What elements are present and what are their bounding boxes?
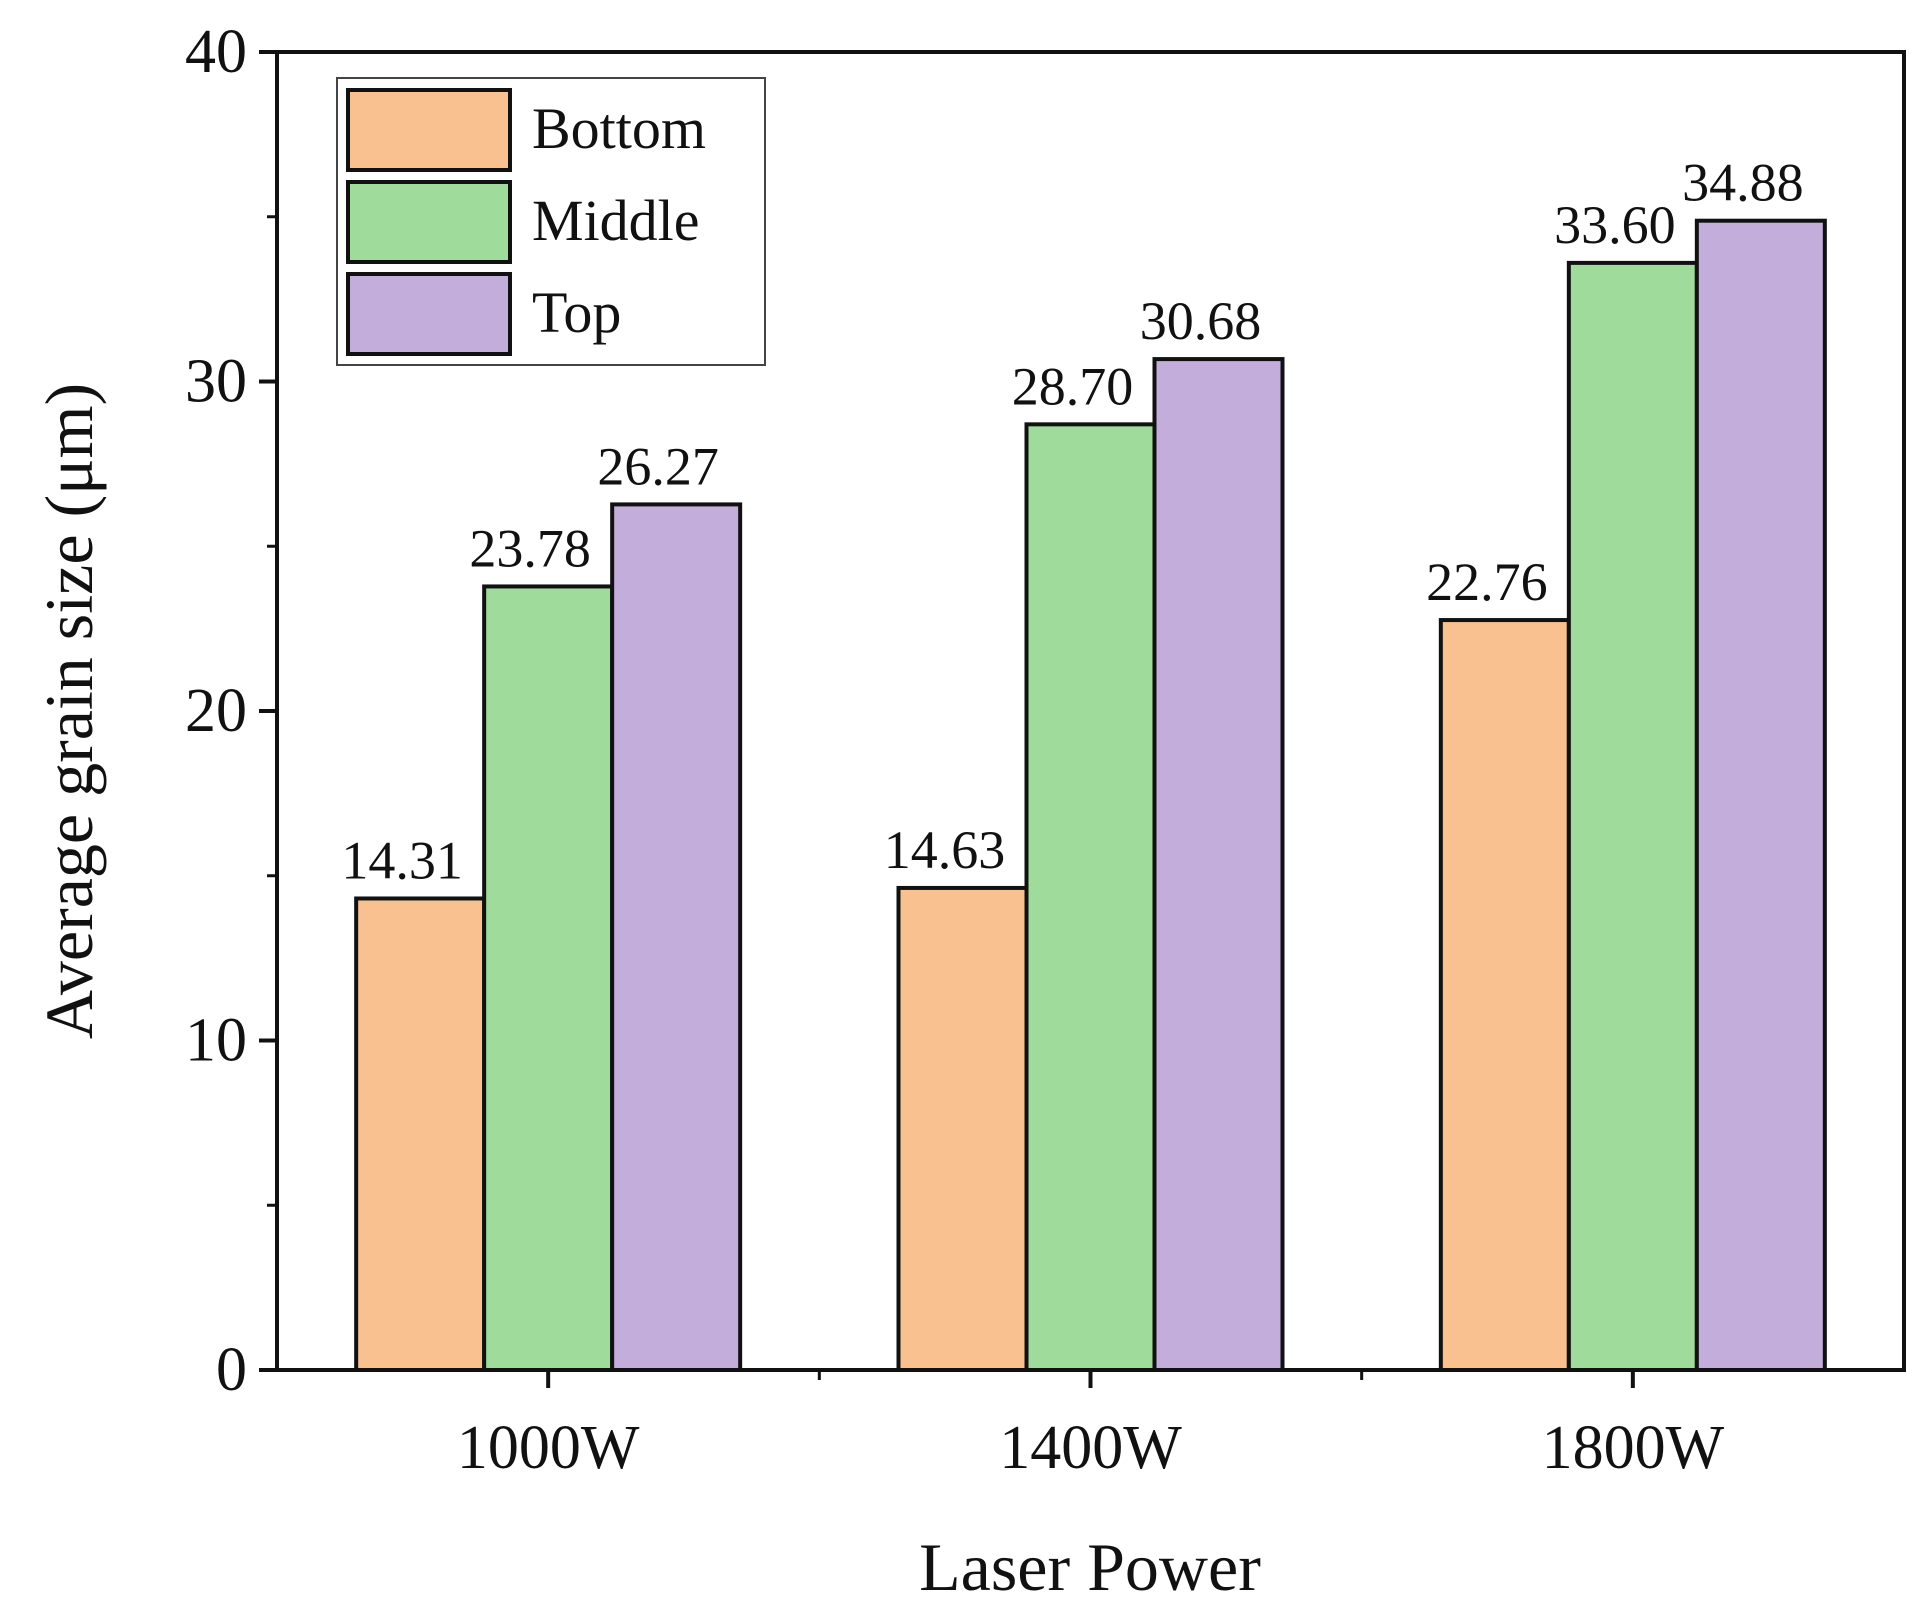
y-tick-label: 30	[185, 348, 247, 416]
y-tick-label: 40	[185, 18, 247, 86]
axis-ticks: 0 10 20 30 40 1000W 1400W 1800W	[185, 18, 1725, 1482]
legend-swatch-top	[346, 272, 512, 356]
legend-swatch-middle	[346, 180, 512, 264]
bar-top-1400w	[1152, 357, 1285, 1372]
y-tick-label: 20	[185, 677, 247, 745]
bars-group	[354, 218, 1827, 1373]
x-tick-label: 1400W	[999, 1414, 1182, 1482]
bar-top-1000w	[610, 502, 743, 1372]
data-label: 23.78	[469, 518, 591, 578]
y-axis-title: Average grain size (μm)	[31, 383, 107, 1039]
bar-bottom-1400w	[896, 885, 1029, 1373]
bar-bottom-1800w	[1438, 618, 1571, 1372]
legend-label-middle: Middle	[532, 188, 700, 253]
legend: Bottom Middle Top	[336, 77, 766, 366]
y-tick-label: 0	[216, 1336, 247, 1404]
data-label: 34.88	[1682, 153, 1804, 213]
x-axis-title: Laser Power	[919, 1529, 1261, 1605]
x-tick-label: 1000W	[457, 1414, 640, 1482]
bar-middle-1400w	[1024, 422, 1157, 1372]
bar-top-1800w	[1694, 218, 1827, 1373]
legend-label-top: Top	[532, 280, 621, 345]
data-label: 26.27	[597, 436, 719, 496]
data-label: 14.31	[341, 830, 463, 890]
data-label: 22.76	[1426, 552, 1548, 612]
bar-middle-1800w	[1566, 260, 1699, 1372]
y-tick-label: 10	[185, 1007, 247, 1075]
legend-swatch-bottom	[346, 88, 512, 172]
data-label: 28.70	[1012, 356, 1134, 416]
bar-bottom-1000w	[354, 896, 487, 1372]
bar-middle-1000w	[482, 584, 615, 1372]
data-label: 33.60	[1554, 195, 1676, 255]
legend-label-bottom: Bottom	[532, 96, 706, 161]
data-label: 30.68	[1140, 291, 1262, 351]
x-tick-label: 1800W	[1542, 1414, 1725, 1482]
data-label: 14.63	[884, 820, 1006, 880]
